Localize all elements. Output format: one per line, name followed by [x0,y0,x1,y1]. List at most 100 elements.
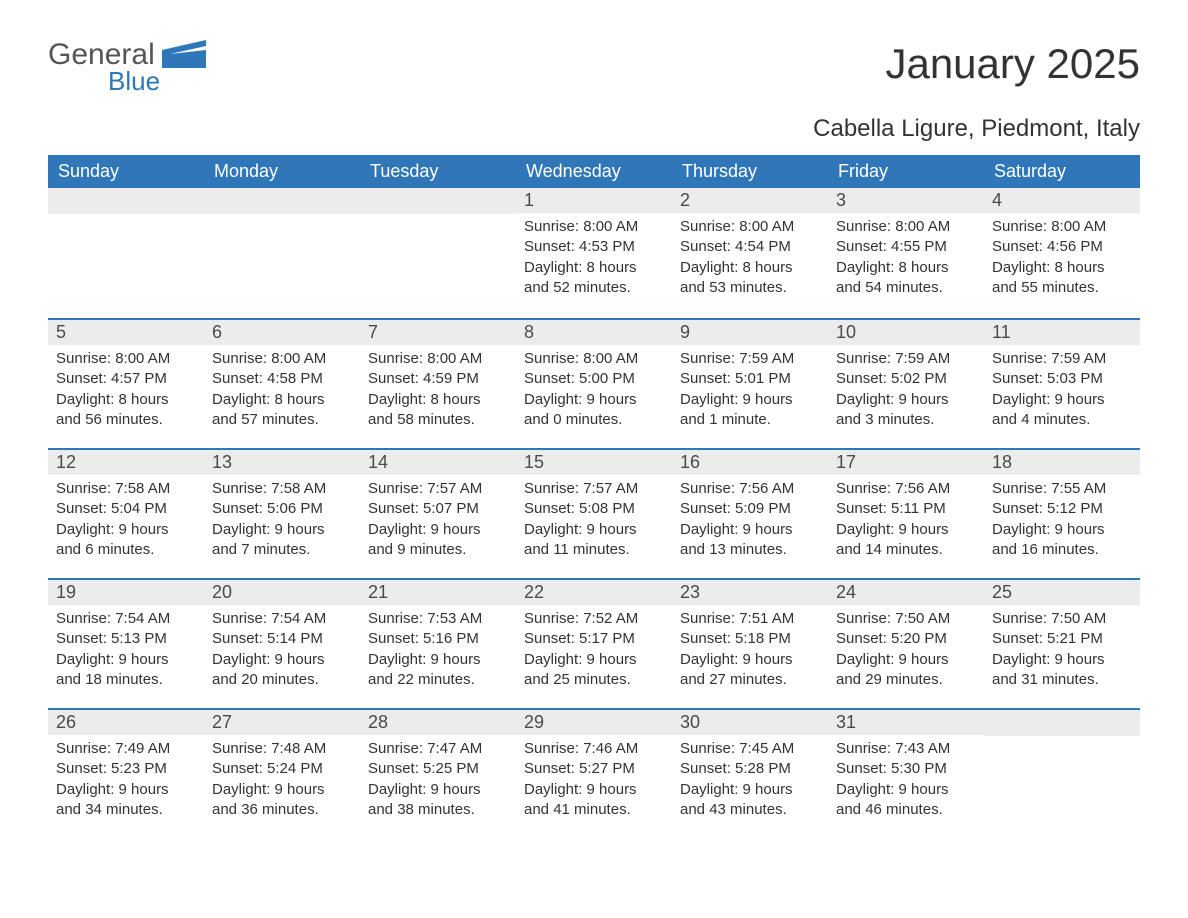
daylight-text: and 27 minutes. [680,670,820,690]
day-number: 4 [984,188,1140,213]
day-cell: 10Sunrise: 7:59 AMSunset: 5:02 PMDayligh… [828,320,984,448]
day-number: 10 [828,320,984,345]
day-cell: 17Sunrise: 7:56 AMSunset: 5:11 PMDayligh… [828,450,984,578]
daylight-text: and 54 minutes. [836,278,976,298]
daylight-text: and 7 minutes. [212,540,352,560]
daylight-text: and 38 minutes. [368,800,508,820]
daylight-text: and 41 minutes. [524,800,664,820]
sunset-text: Sunset: 5:13 PM [56,629,196,649]
day-cell [360,188,516,318]
daylight-text: and 31 minutes. [992,670,1132,690]
daylight-text: and 58 minutes. [368,410,508,430]
day-cell: 4Sunrise: 8:00 AMSunset: 4:56 PMDaylight… [984,188,1140,318]
day-info: Sunrise: 7:52 AMSunset: 5:17 PMDaylight:… [516,605,672,700]
sunset-text: Sunset: 5:24 PM [212,759,352,779]
day-info: Sunrise: 7:56 AMSunset: 5:09 PMDaylight:… [672,475,828,570]
day-number: 24 [828,580,984,605]
day-cell: 28Sunrise: 7:47 AMSunset: 5:25 PMDayligh… [360,710,516,838]
day-number: 25 [984,580,1140,605]
day-info: Sunrise: 7:53 AMSunset: 5:16 PMDaylight:… [360,605,516,700]
day-number: 3 [828,188,984,213]
day-info: Sunrise: 7:58 AMSunset: 5:06 PMDaylight:… [204,475,360,570]
daylight-text: and 20 minutes. [212,670,352,690]
day-number: 26 [48,710,204,735]
sunset-text: Sunset: 5:16 PM [368,629,508,649]
sunset-text: Sunset: 5:11 PM [836,499,976,519]
sunset-text: Sunset: 5:08 PM [524,499,664,519]
day-number: 12 [48,450,204,475]
daylight-text: and 1 minute. [680,410,820,430]
sunset-text: Sunset: 5:20 PM [836,629,976,649]
week-row: 1Sunrise: 8:00 AMSunset: 4:53 PMDaylight… [48,188,1140,318]
day-number: 23 [672,580,828,605]
day-cell: 21Sunrise: 7:53 AMSunset: 5:16 PMDayligh… [360,580,516,708]
daylight-text: and 57 minutes. [212,410,352,430]
day-number: 9 [672,320,828,345]
day-number: 19 [48,580,204,605]
weeks-container: 1Sunrise: 8:00 AMSunset: 4:53 PMDaylight… [48,188,1140,838]
daylight-text: Daylight: 9 hours [836,520,976,540]
daylight-text: Daylight: 9 hours [56,520,196,540]
daylight-text: and 52 minutes. [524,278,664,298]
sunrise-text: Sunrise: 8:00 AM [836,217,976,237]
daylight-text: and 22 minutes. [368,670,508,690]
daylight-text: Daylight: 9 hours [992,390,1132,410]
day-info: Sunrise: 7:48 AMSunset: 5:24 PMDaylight:… [204,735,360,830]
sunset-text: Sunset: 5:25 PM [368,759,508,779]
day-info: Sunrise: 7:59 AMSunset: 5:02 PMDaylight:… [828,345,984,440]
sunset-text: Sunset: 5:28 PM [680,759,820,779]
daylight-text: and 6 minutes. [56,540,196,560]
sunset-text: Sunset: 4:53 PM [524,237,664,257]
sunset-text: Sunset: 5:06 PM [212,499,352,519]
day-number [48,188,204,214]
sunset-text: Sunset: 4:59 PM [368,369,508,389]
title-block: January 2025 [885,40,1140,88]
logo-text-block: General Blue [48,40,160,97]
day-number: 22 [516,580,672,605]
day-cell: 16Sunrise: 7:56 AMSunset: 5:09 PMDayligh… [672,450,828,578]
sunrise-text: Sunrise: 8:00 AM [524,217,664,237]
sunset-text: Sunset: 4:56 PM [992,237,1132,257]
day-cell [48,188,204,318]
day-info: Sunrise: 7:57 AMSunset: 5:07 PMDaylight:… [360,475,516,570]
day-info: Sunrise: 7:58 AMSunset: 5:04 PMDaylight:… [48,475,204,570]
page-title: January 2025 [885,40,1140,88]
sunrise-text: Sunrise: 7:58 AM [212,479,352,499]
day-cell: 3Sunrise: 8:00 AMSunset: 4:55 PMDaylight… [828,188,984,318]
day-cell: 11Sunrise: 7:59 AMSunset: 5:03 PMDayligh… [984,320,1140,448]
day-cell: 25Sunrise: 7:50 AMSunset: 5:21 PMDayligh… [984,580,1140,708]
day-number: 27 [204,710,360,735]
day-number: 6 [204,320,360,345]
sunset-text: Sunset: 4:57 PM [56,369,196,389]
day-info: Sunrise: 7:56 AMSunset: 5:11 PMDaylight:… [828,475,984,570]
daylight-text: and 34 minutes. [56,800,196,820]
day-number: 30 [672,710,828,735]
daylight-text: Daylight: 9 hours [524,650,664,670]
day-cell: 9Sunrise: 7:59 AMSunset: 5:01 PMDaylight… [672,320,828,448]
day-info: Sunrise: 7:59 AMSunset: 5:01 PMDaylight:… [672,345,828,440]
daylight-text: Daylight: 9 hours [56,780,196,800]
day-cell [204,188,360,318]
sunrise-text: Sunrise: 7:49 AM [56,739,196,759]
day-number: 17 [828,450,984,475]
daylight-text: and 36 minutes. [212,800,352,820]
sunrise-text: Sunrise: 7:43 AM [836,739,976,759]
daylight-text: Daylight: 9 hours [836,390,976,410]
day-info: Sunrise: 8:00 AMSunset: 4:55 PMDaylight:… [828,213,984,308]
day-info: Sunrise: 8:00 AMSunset: 5:00 PMDaylight:… [516,345,672,440]
day-header-row: SundayMondayTuesdayWednesdayThursdayFrid… [48,155,1140,188]
daylight-text: Daylight: 9 hours [56,650,196,670]
sunrise-text: Sunrise: 7:55 AM [992,479,1132,499]
day-header: Monday [204,155,360,188]
sunset-text: Sunset: 5:02 PM [836,369,976,389]
day-number [204,188,360,214]
day-cell: 15Sunrise: 7:57 AMSunset: 5:08 PMDayligh… [516,450,672,578]
sunrise-text: Sunrise: 7:47 AM [368,739,508,759]
day-number [984,710,1140,736]
sunrise-text: Sunrise: 7:50 AM [992,609,1132,629]
sunrise-text: Sunrise: 8:00 AM [212,349,352,369]
day-header: Sunday [48,155,204,188]
sunset-text: Sunset: 5:12 PM [992,499,1132,519]
day-cell: 29Sunrise: 7:46 AMSunset: 5:27 PMDayligh… [516,710,672,838]
daylight-text: Daylight: 9 hours [680,390,820,410]
